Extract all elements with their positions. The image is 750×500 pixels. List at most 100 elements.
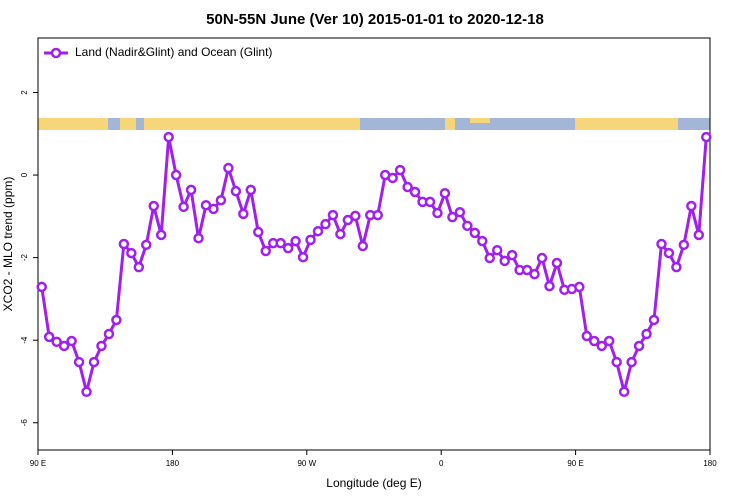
data-point [118, 238, 130, 250]
plot-frame [37, 37, 711, 451]
data-point [81, 386, 92, 398]
data-point [245, 184, 257, 196]
data-point [290, 235, 301, 247]
data-point [656, 238, 667, 250]
data-point [603, 335, 615, 347]
data-point [462, 220, 473, 232]
data-point [574, 281, 585, 293]
y-tick-label: 0 [20, 172, 29, 177]
data-point [394, 164, 406, 176]
data-point [43, 331, 55, 343]
data-point [208, 203, 219, 215]
data-point [155, 229, 167, 241]
data-point [432, 207, 443, 219]
data-point [641, 328, 652, 340]
land-ocean-band [38, 118, 710, 130]
data-point [327, 209, 339, 221]
data-point [275, 237, 286, 249]
data-point [454, 206, 466, 218]
data-point [529, 268, 540, 280]
data-point [477, 235, 488, 247]
y-tick-label: -2 [20, 254, 29, 262]
data-point [88, 356, 100, 368]
data-point [58, 340, 70, 352]
data-point [111, 314, 122, 326]
data-point [663, 247, 675, 259]
data-point [215, 194, 227, 206]
data-point [618, 386, 630, 398]
x-tick-label: 90 E [30, 459, 46, 468]
data-point [686, 200, 697, 212]
data-point [133, 261, 145, 273]
data-point [626, 356, 637, 368]
x-tick-label: 90 W [297, 459, 316, 468]
data-point [320, 218, 331, 230]
data-point [551, 257, 563, 269]
data-point [342, 214, 354, 226]
data-point [402, 181, 413, 193]
data-point [66, 335, 77, 347]
data-point [350, 210, 361, 222]
data-point [260, 245, 271, 257]
data-point [387, 172, 398, 184]
data-point [544, 280, 555, 292]
data-point [253, 226, 264, 238]
legend-label: Land (Nadir&Glint) and Ocean (Glint) [75, 45, 272, 59]
data-point [372, 209, 383, 221]
data-point [596, 340, 607, 352]
data-point [491, 244, 503, 256]
data-point [701, 131, 712, 143]
data-point [589, 335, 600, 347]
data-point [335, 228, 346, 240]
data-point [312, 225, 324, 237]
y-axis-title: XCO2 - MLO trend (ppm) [1, 177, 15, 312]
data-point [297, 251, 309, 263]
data-point [469, 227, 481, 239]
data-point [148, 200, 159, 212]
data-point [357, 240, 369, 252]
data-point [648, 314, 660, 326]
data-point [282, 242, 294, 254]
data-point [36, 281, 47, 293]
x-axis-title: Longitude (deg E) [326, 476, 421, 490]
data-point [581, 330, 593, 342]
y-tick-label: 2 [20, 90, 29, 95]
data-point [96, 340, 107, 352]
data-point [103, 328, 115, 340]
data-point [223, 162, 234, 174]
x-tick-label: 180 [703, 459, 717, 468]
data-point [230, 185, 242, 197]
data-point [447, 211, 458, 223]
legend-marker [50, 47, 62, 59]
x-tick-label: 0 [439, 459, 444, 468]
data-point [424, 196, 436, 208]
data-point [73, 356, 85, 368]
data-point [671, 261, 682, 273]
data-point [521, 264, 533, 276]
y-tick-label: -6 [20, 419, 29, 427]
data-point [178, 201, 189, 213]
data-point [693, 229, 705, 241]
data-point [484, 252, 495, 264]
data-point [678, 239, 690, 251]
y-tick-label: -4 [20, 336, 29, 344]
data-point [51, 336, 62, 348]
data-point [633, 340, 645, 352]
data-point [141, 239, 152, 251]
x-tick-label: 90 E [567, 459, 583, 468]
chart-title: 50N-55N June (Ver 10) 2015-01-01 to 2020… [206, 11, 544, 28]
data-point [439, 187, 451, 199]
data-point [185, 184, 197, 196]
data-point [611, 356, 622, 368]
data-point [409, 186, 421, 198]
data-point [305, 234, 316, 246]
data-point [506, 249, 518, 261]
data-point [536, 252, 548, 264]
data-point [126, 247, 137, 259]
data-point [193, 232, 204, 244]
data-point [163, 131, 174, 143]
x-tick-label: 180 [166, 459, 180, 468]
data-point [499, 255, 510, 267]
data-point [238, 208, 249, 220]
